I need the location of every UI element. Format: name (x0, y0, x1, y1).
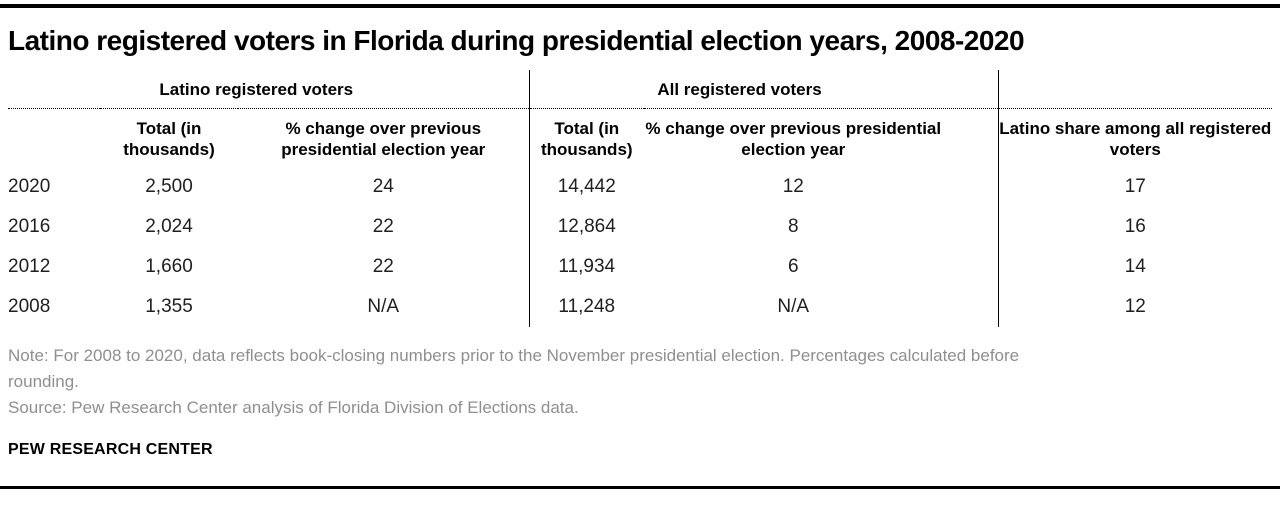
column-header-latino-share: Latino share among all registered voters (997, 108, 1273, 167)
latino-share-value: 17 (997, 167, 1273, 207)
table-row-2008: 2008 1,355 N/A 11,248 N/A 12 (8, 287, 1273, 327)
column-header-all-total: Total (in thousands) (528, 108, 645, 167)
year-label: 2008 (8, 296, 51, 317)
latino-pct-change-value: N/A (367, 296, 400, 317)
table-row-2020: 2020 2,500 24 14,442 12 17 (8, 167, 1273, 207)
all-pct-change-value: 6 (787, 256, 799, 277)
group-header-latino: Latino registered voters (8, 70, 530, 109)
latino-pct-change-value: 22 (372, 256, 394, 277)
registered-voters-table: Latino registered voters All registered … (8, 70, 1273, 327)
latino-total-value: 2,024 (145, 216, 193, 237)
all-pct-change-value: N/A (777, 296, 810, 317)
column-header-latino-total: Total (in thousands) (123, 119, 215, 159)
all-total-value: 11,248 (528, 287, 645, 327)
latino-total-value: 2,500 (145, 176, 193, 197)
table-row-2016: 2016 2,024 22 12,864 8 16 (8, 207, 1273, 247)
note-text-line2: rounding. (8, 372, 79, 391)
year-label: 2016 (8, 216, 51, 237)
note-text-line1: Note: For 2008 to 2020, data reflects bo… (8, 346, 1020, 365)
column-header-latino-pct-change: % change over previous presidential elec… (281, 119, 486, 159)
latino-total-value: 1,355 (145, 296, 193, 317)
column-header-year (8, 108, 100, 167)
latino-share-value: 16 (997, 207, 1273, 247)
year-label: 2020 (8, 176, 51, 197)
all-pct-change-value: 8 (787, 216, 799, 237)
group-header-spacer (997, 70, 1273, 109)
latino-share-value: 12 (997, 287, 1273, 327)
top-rule (0, 4, 1280, 8)
bottom-rule (0, 486, 1280, 489)
group-header-row: Latino registered voters All registered … (8, 70, 1273, 109)
table-row-2012: 2012 1,660 22 11,934 6 14 (8, 247, 1273, 287)
all-total-value: 12,864 (528, 207, 645, 247)
column-header-all-pct-change: % change over previous presidential elec… (645, 119, 942, 159)
all-total-value: 11,934 (528, 247, 645, 287)
latino-pct-change-value: 22 (372, 216, 394, 237)
note-block: Note: For 2008 to 2020, data reflects bo… (8, 343, 1168, 421)
page-title: Latino registered voters in Florida duri… (8, 25, 1025, 56)
column-header-row: Total (in thousands) % change over previ… (8, 108, 1273, 167)
pew-research-center-wordmark: PEW RESEARCH CENTER (8, 441, 213, 458)
figure-page: Latino registered voters in Florida duri… (0, 4, 1280, 489)
all-pct-change-value: 12 (782, 176, 804, 197)
source-text: Source: Pew Research Center analysis of … (8, 398, 579, 417)
year-label: 2012 (8, 256, 51, 277)
latino-share-value: 14 (997, 247, 1273, 287)
latino-pct-change-value: 24 (372, 176, 394, 197)
all-total-value: 14,442 (528, 167, 645, 207)
latino-total-value: 1,660 (145, 256, 193, 277)
group-header-all: All registered voters (528, 70, 999, 109)
